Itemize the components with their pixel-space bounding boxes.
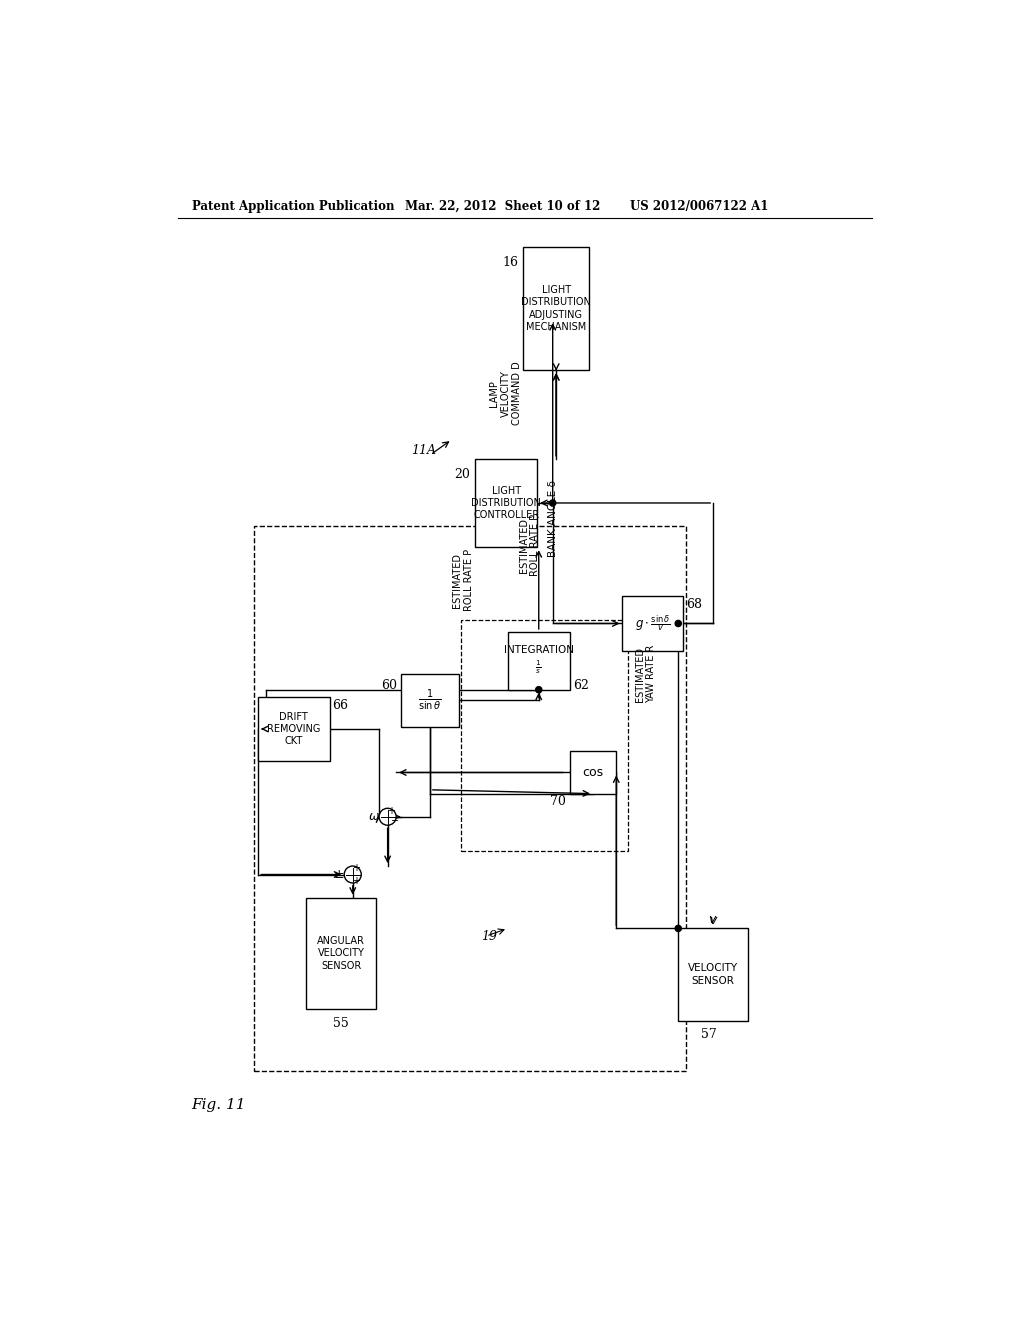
Text: ESTIMATED
YAW RATE R: ESTIMATED YAW RATE R	[635, 645, 656, 704]
Bar	[523, 247, 589, 370]
Text: ESTIMATED
ROLL RATE P: ESTIMATED ROLL RATE P	[518, 515, 541, 577]
Text: Patent Application Publication: Patent Application Publication	[191, 199, 394, 213]
Bar	[623, 595, 683, 651]
Text: v: v	[710, 915, 717, 927]
Text: $g\cdot\frac{\sin\delta}{v}$: $g\cdot\frac{\sin\delta}{v}$	[635, 614, 671, 634]
Circle shape	[536, 686, 542, 693]
Circle shape	[675, 925, 681, 932]
Text: −: −	[391, 816, 399, 825]
Text: +: +	[387, 805, 394, 816]
Circle shape	[675, 620, 681, 627]
Text: INTEGRATION
$\frac{1}{s}$: INTEGRATION $\frac{1}{s}$	[504, 645, 573, 676]
Bar	[306, 898, 376, 1010]
Text: 11A: 11A	[412, 445, 436, 458]
Circle shape	[344, 866, 361, 883]
Text: 20: 20	[455, 467, 471, 480]
Text: ω: ω	[369, 810, 379, 824]
Circle shape	[379, 808, 396, 825]
Text: 19: 19	[480, 929, 497, 942]
Bar	[254, 527, 686, 1071]
Bar	[508, 632, 569, 689]
Text: DRIFT
REMOVING
CKT: DRIFT REMOVING CKT	[267, 711, 321, 746]
Text: Fig. 11: Fig. 11	[191, 1098, 246, 1113]
Text: ANGULAR
VELOCITY
SENSOR: ANGULAR VELOCITY SENSOR	[317, 936, 366, 970]
Text: Mar. 22, 2012  Sheet 10 of 12: Mar. 22, 2012 Sheet 10 of 12	[406, 199, 601, 213]
Text: 68: 68	[686, 598, 702, 611]
Text: LIGHT
DISTRIBUTION
ADJUSTING
MECHANISM: LIGHT DISTRIBUTION ADJUSTING MECHANISM	[521, 285, 591, 333]
Text: 62: 62	[572, 680, 589, 693]
Text: 70: 70	[550, 795, 566, 808]
Text: BANK ANGLE δ: BANK ANGLE δ	[548, 480, 558, 557]
Text: 60: 60	[381, 678, 397, 692]
Text: LIGHT
DISTRIBUTION
CONTROLLER: LIGHT DISTRIBUTION CONTROLLER	[471, 486, 541, 520]
Bar	[475, 459, 538, 548]
Text: US 2012/0067122 A1: US 2012/0067122 A1	[630, 199, 769, 213]
Text: ESTIMATED
ROLL RATE P: ESTIMATED ROLL RATE P	[452, 549, 473, 611]
Text: VELOCITY
SENSOR: VELOCITY SENSOR	[688, 964, 738, 986]
Text: $\frac{1}{\sin\theta}$: $\frac{1}{\sin\theta}$	[418, 688, 441, 713]
Bar	[400, 675, 459, 726]
Bar	[569, 751, 616, 793]
Bar	[678, 928, 748, 1020]
Text: LAMP
VELOCITY
COMMAND D: LAMP VELOCITY COMMAND D	[488, 362, 522, 425]
Text: 66: 66	[333, 698, 348, 711]
Bar	[461, 620, 628, 851]
Text: +: +	[352, 863, 359, 874]
Text: 55: 55	[333, 1016, 349, 1030]
Circle shape	[550, 500, 556, 506]
Text: ±: ±	[334, 869, 344, 880]
Text: cos: cos	[583, 766, 603, 779]
Text: +: +	[352, 875, 359, 886]
Text: v: v	[708, 912, 715, 925]
Text: 57: 57	[701, 1028, 717, 1041]
Bar	[258, 697, 330, 760]
Text: 16: 16	[503, 256, 518, 269]
